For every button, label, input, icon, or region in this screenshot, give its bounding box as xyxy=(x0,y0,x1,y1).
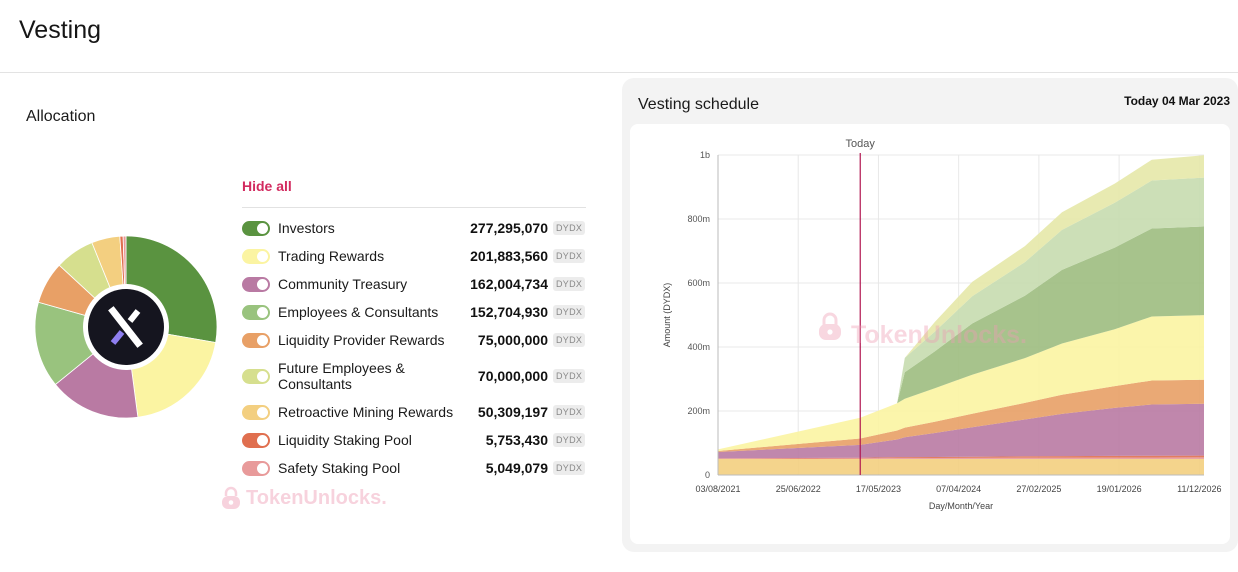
x-tick-label: 17/05/2023 xyxy=(856,484,901,494)
allocation-title: Allocation xyxy=(26,108,96,125)
legend-label: Liquidity Staking Pool xyxy=(278,432,412,448)
toggle-knob xyxy=(257,370,268,382)
token-unit-badge: DYDX xyxy=(553,221,586,235)
toggle-knob xyxy=(257,434,268,446)
lock-icon xyxy=(222,486,240,509)
y-tick-label: 1b xyxy=(700,150,710,160)
legend-item-investors: Investors 277,295,070 DYDX xyxy=(242,218,588,238)
legend-label: Community Treasury xyxy=(278,276,408,292)
y-axis-label: Amount (DYDX) xyxy=(662,283,672,348)
legend-value: 5,753,430 xyxy=(485,432,548,448)
dydx-x-glyph-icon xyxy=(108,306,143,348)
legend-label: Safety Staking Pool xyxy=(278,460,401,476)
legend-item-liquidity-staking-pool: Liquidity Staking Pool 5,753,430 DYDX xyxy=(242,430,588,450)
toggle-knob xyxy=(257,306,268,318)
area-series-trading-rewards[interactable] xyxy=(718,315,1204,451)
today-marker-label: Today xyxy=(846,138,876,150)
token-unit-badge: DYDX xyxy=(553,305,586,319)
token-unit-badge: DYDX xyxy=(553,277,586,291)
legend-item-community-treasury: Community Treasury 162,004,734 DYDX xyxy=(242,274,588,294)
allocation-donut-chart[interactable] xyxy=(34,235,218,419)
legend-value: 162,004,734 xyxy=(470,276,548,292)
watermark-chart: TokenUnlocks. xyxy=(819,312,1027,349)
toggle-investors[interactable] xyxy=(242,220,270,236)
area-series-investors[interactable] xyxy=(718,226,1204,450)
token-unit-badge: DYDX xyxy=(553,369,586,383)
toggle-knob xyxy=(257,278,268,290)
token-unit-badge: DYDX xyxy=(553,249,586,263)
token-unit-badge: DYDX xyxy=(553,405,586,419)
legend-item-employees-and-consultants: Employees & Consultants 152,704,930 DYDX xyxy=(242,302,588,322)
chart-axes xyxy=(717,155,1204,476)
hide-all-button[interactable]: Hide all xyxy=(242,178,292,194)
page-title: Vesting xyxy=(19,16,102,44)
vesting-area-chart[interactable]: 0 200m 400m 600m 800m 1b 03/08/2021 25/06/2022 1… xyxy=(630,124,1230,544)
area-series-community-treasury[interactable] xyxy=(718,403,1204,459)
y-tick-label: 800m xyxy=(687,214,710,224)
token-unit-badge: DYDX xyxy=(553,333,586,347)
legend-item-trading-rewards: Trading Rewards 201,883,560 DYDX xyxy=(242,246,588,266)
area-series-retroactive-mining-rewards[interactable] xyxy=(718,459,1204,475)
y-tick-label: 600m xyxy=(687,278,710,288)
toggle-knob xyxy=(257,406,268,418)
token-unit-badge: DYDX xyxy=(553,461,586,475)
toggle-retroactive-mining-rewards[interactable] xyxy=(242,404,270,420)
area-series-liquidity-provider-rewards[interactable] xyxy=(718,379,1204,452)
toggle-employees-and-consultants[interactable] xyxy=(242,304,270,320)
legend-label: Trading Rewards xyxy=(278,248,385,264)
area-series-future-employees-and-consultants[interactable] xyxy=(718,155,1204,450)
watermark-text: TokenUnlocks. xyxy=(851,321,1027,349)
vesting-schedule-panel: Vesting schedule Today 04 Mar 2023 0 200m… xyxy=(622,78,1238,552)
token-unit-badge: DYDX xyxy=(553,433,586,447)
watermark-allocation: TokenUnlocks. xyxy=(220,486,387,510)
x-tick-label: 07/04/2024 xyxy=(936,484,981,494)
vesting-schedule-title: Vesting schedule xyxy=(638,96,759,113)
toggle-knob xyxy=(257,334,268,346)
legend-value: 70,000,000 xyxy=(477,368,548,384)
area-series-liquidity-staking-pool[interactable] xyxy=(718,455,1204,459)
x-tick-label: 27/02/2025 xyxy=(1016,484,1061,494)
toggle-trading-rewards[interactable] xyxy=(242,248,270,264)
x-tick-label: 19/01/2026 xyxy=(1097,484,1142,494)
legend-item-future-employees-and-consultants: Future Employees & Consultants 70,000,000… xyxy=(242,360,588,392)
x-tick-label: 11/12/2026 xyxy=(1177,484,1221,494)
page-header: Vesting xyxy=(0,0,1238,73)
legend-value: 201,883,560 xyxy=(470,248,548,264)
legend-value: 152,704,930 xyxy=(470,304,548,320)
toggle-knob xyxy=(257,462,268,474)
legend-label: Retroactive Mining Rewards xyxy=(278,404,454,420)
legend-label: Future Employees & Consultants xyxy=(278,360,405,392)
lock-icon xyxy=(819,312,841,340)
chart-card: 0 200m 400m 600m 800m 1b 03/08/2021 25/06/2022 1… xyxy=(630,124,1230,544)
legend-item-safety-staking-pool: Safety Staking Pool 5,049,079 DYDX xyxy=(242,458,588,478)
legend-value: 75,000,000 xyxy=(477,332,548,348)
legend-value: 5,049,079 xyxy=(485,460,548,476)
x-axis-label: Day/Month/Year xyxy=(929,501,993,511)
toggle-liquidity-provider-rewards[interactable] xyxy=(242,332,270,348)
today-date-label: Today 04 Mar 2023 xyxy=(1124,94,1230,108)
legend-value: 50,309,197 xyxy=(477,404,548,420)
x-tick-label: 25/06/2022 xyxy=(776,484,821,494)
y-tick-label: 0 xyxy=(705,470,710,480)
watermark-text: TokenUnlocks. xyxy=(246,486,387,509)
toggle-liquidity-staking-pool[interactable] xyxy=(242,432,270,448)
toggle-future-employees-and-consultants[interactable] xyxy=(242,368,270,384)
y-tick-label: 400m xyxy=(687,342,710,352)
legend-label: Investors xyxy=(278,220,335,236)
toggle-community-treasury[interactable] xyxy=(242,276,270,292)
area-series-safety-staking-pool[interactable] xyxy=(718,457,1204,459)
y-tick-label: 200m xyxy=(687,406,710,416)
legend-divider xyxy=(242,207,586,208)
area-series-employees-and-consultants[interactable] xyxy=(718,177,1204,450)
legend-value: 277,295,070 xyxy=(470,220,548,236)
toggle-knob xyxy=(257,250,268,262)
toggle-safety-staking-pool[interactable] xyxy=(242,460,270,476)
legend-item-retroactive-mining-rewards: Retroactive Mining Rewards 50,309,197 DYDX xyxy=(242,402,588,422)
legend-item-liquidity-provider-rewards: Liquidity Provider Rewards 75,000,000 DYDX xyxy=(242,330,588,350)
legend-label: Liquidity Provider Rewards xyxy=(278,332,445,348)
toggle-knob xyxy=(257,222,268,234)
x-tick-label: 03/08/2021 xyxy=(695,484,740,494)
legend-label: Employees & Consultants xyxy=(278,304,439,320)
